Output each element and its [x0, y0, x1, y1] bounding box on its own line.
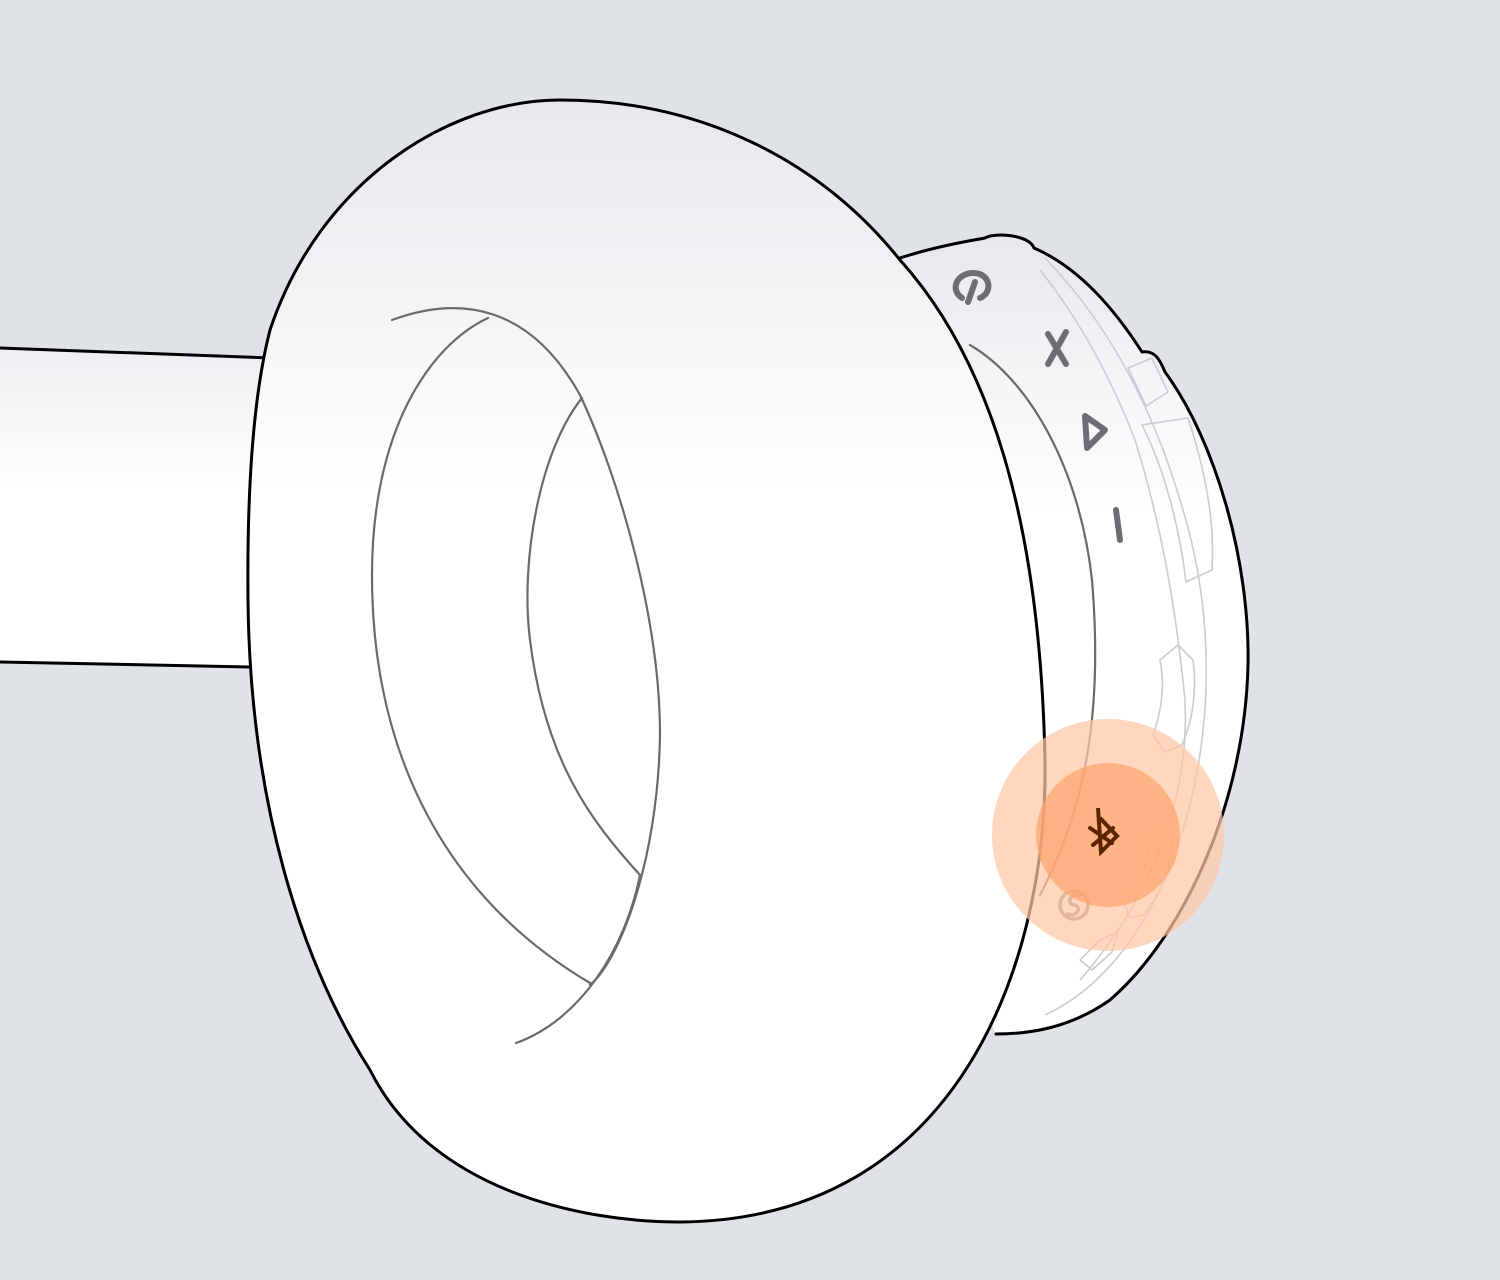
headband-arm — [0, 348, 272, 668]
bluetooth-icon[interactable] — [1088, 807, 1120, 857]
ear-cushion — [247, 100, 1046, 1222]
x-icon — [1045, 329, 1069, 367]
inner-opening-right — [526, 396, 642, 877]
inner-opening-bottom — [514, 873, 642, 1045]
highlight-inner-ring[interactable] — [1036, 763, 1180, 907]
button-slot-middle — [1152, 644, 1196, 753]
minus-icon — [1113, 507, 1123, 543]
power-icon — [952, 270, 992, 305]
button-slot-volume — [1141, 417, 1214, 583]
headband-bottom-edge — [0, 660, 252, 669]
button-slot-top — [1127, 357, 1169, 407]
headband-top-edge — [0, 346, 274, 360]
triangle-icon — [1082, 413, 1108, 451]
inner-opening-left — [370, 316, 592, 985]
ear-cushion-outline — [246, 98, 1047, 1224]
rear-housing-outline — [898, 233, 1250, 1036]
